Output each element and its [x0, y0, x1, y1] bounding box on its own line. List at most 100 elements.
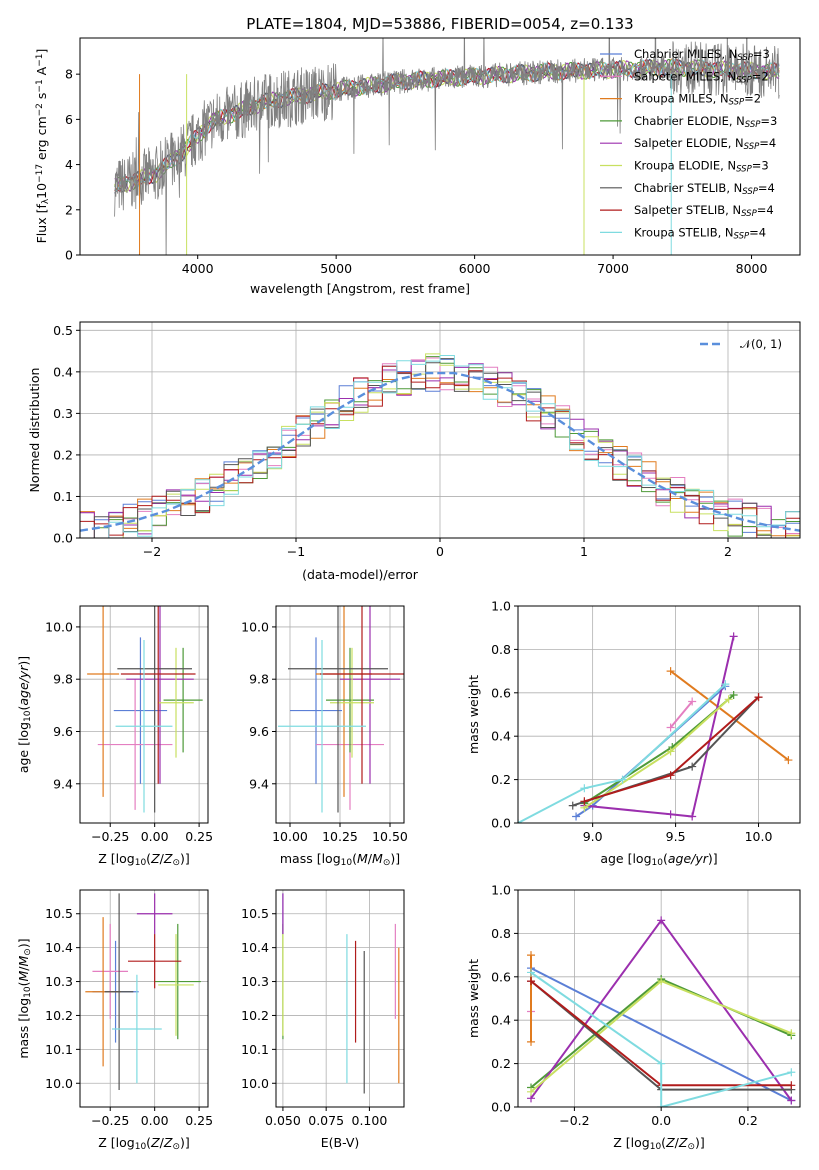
x-tick-label: −0.2 [559, 1113, 589, 1128]
plot-area-spectrum [114, 38, 780, 255]
weight-marker [568, 801, 577, 810]
y-tick-label: 10.0 [241, 619, 269, 634]
x-tick-label: 1 [580, 544, 588, 559]
weight-marker [729, 690, 738, 699]
x-tick-label: 0.00 [141, 829, 169, 844]
legend-label: Kroupa STELIB, NSSP=4 [634, 225, 766, 241]
axes-weight_vs_Z: −0.2 0.0 0.2 0.0 0.2 0.4 0.6 0.8 1.0 Z [log10(Z/Z… [466, 883, 801, 1152]
observed-spectrum-line [114, 38, 780, 255]
y-tick-label: 0.6 [491, 969, 511, 984]
y-tick-label: 0.6 [491, 685, 511, 700]
x-tick-label: −0.25 [91, 829, 129, 844]
y-tick-label: 1.0 [491, 883, 511, 898]
axes-spectrum: 4000 5000 6000 7000 8000 0 2 4 6 8 wavelength [Ang… [34, 37, 801, 296]
x-tick-label: 6000 [459, 261, 491, 276]
x-tick-label: 0.075 [308, 1113, 344, 1128]
x-tick-label: 0.25 [185, 829, 213, 844]
y-tick-label: 10.4 [45, 940, 73, 955]
weight-marker [787, 1029, 796, 1038]
weight-marker [666, 771, 675, 780]
weight-series-line [583, 694, 735, 805]
x-axis-label: mass [log10(M/M⊙)] [280, 851, 400, 868]
axes-frame [517, 605, 801, 824]
y-axis-label: mass weight [466, 675, 481, 754]
y-tick-label: 0.4 [491, 1013, 511, 1028]
y-tick-label: 10.0 [45, 1076, 73, 1091]
x-axis-label: (data-model)/error [302, 567, 419, 582]
x-tick-label: 8000 [736, 261, 768, 276]
weight-series-line [518, 683, 727, 823]
y-tick-label: 10.0 [241, 1076, 269, 1091]
weight-marker [724, 695, 733, 704]
x-tick-label: 0.00 [141, 1113, 169, 1128]
axes-frame [79, 605, 209, 824]
y-tick-label: 0.0 [491, 1100, 511, 1115]
y-axis-label: mass [log10(M/M⊙)] [16, 938, 33, 1058]
y-tick-label: 0.2 [53, 447, 73, 462]
y-tick-label: 10.2 [241, 1008, 269, 1023]
axes-weight_vs_age: 9.0 9.5 10.0 0.0 0.2 0.4 0.6 0.8 1.0 age [log10(a… [466, 599, 801, 868]
weight-marker [657, 916, 666, 925]
y-tick-label: 6 [65, 112, 73, 127]
weight-series-line [530, 971, 792, 1107]
x-axis-label: E(B-V) [321, 1135, 360, 1150]
x-axis-label: Z [log10(Z/Z⊙)] [98, 851, 190, 868]
legend-label: 𝒩(0, 1) [740, 337, 782, 351]
y-axis-label: Flux [fλ10−17 erg cm−2 s−1 A−1] [34, 49, 51, 244]
weight-marker [572, 812, 581, 821]
weight-marker [527, 977, 536, 986]
y-tick-label: 10.1 [45, 1042, 73, 1057]
x-axis-label: wavelength [Angstrom, rest frame] [250, 281, 470, 296]
y-tick-label: 10.3 [241, 974, 269, 989]
y-tick-label: 0.0 [491, 816, 511, 831]
y-tick-label: 9.8 [249, 672, 269, 687]
x-tick-label: 2 [724, 544, 732, 559]
x-axis-label: Z [log10(Z/Z⊙)] [613, 1135, 705, 1152]
x-tick-label: 10.25 [322, 829, 358, 844]
axes-mass_vs_ebv: 0.050 0.075 0.100 10.0 10.1 10.2 10.3 10.4 10.5 E… [241, 889, 405, 1150]
axes-frame [517, 889, 801, 1108]
weight-marker [721, 680, 730, 689]
x-tick-label: −1 [287, 544, 305, 559]
x-tick-label: 0 [436, 544, 444, 559]
plot-area-weight_vs_age [518, 632, 793, 823]
y-tick-label: 9.4 [249, 776, 269, 791]
plot-area-weight_vs_Z [527, 916, 796, 1107]
weight-marker [784, 756, 793, 765]
y-tick-label: 9.4 [53, 776, 73, 791]
weight-marker [787, 1081, 796, 1090]
weight-marker [754, 693, 763, 702]
y-tick-label: 8 [65, 67, 73, 82]
normal-reference-curve [80, 371, 800, 532]
legend-label: Salpeter MILES, NSSP=2 [634, 69, 769, 85]
weight-series-line [669, 700, 693, 729]
y-tick-label: 0 [65, 248, 73, 263]
y-tick-label: 10.0 [45, 619, 73, 634]
axes-age_vs_mass: 10.00 10.25 10.50 9.4 9.6 9.8 10.0 mass [log10(… [241, 605, 408, 868]
x-tick-label: 0.25 [185, 1113, 213, 1128]
y-tick-label: 2 [65, 202, 73, 217]
y-tick-label: 10.5 [241, 906, 269, 921]
weight-marker [787, 1096, 796, 1105]
weight-marker [729, 632, 738, 641]
y-tick-label: 9.6 [249, 724, 269, 739]
plot-area-residuals [80, 353, 800, 538]
weight-marker [618, 775, 627, 784]
y-tick-label: 10.3 [45, 974, 73, 989]
x-axis-label: Z [log10(Z/Z⊙)] [98, 1135, 190, 1152]
plots: 4000 5000 6000 7000 8000 0 2 4 6 8 wavelength [Ang… [16, 37, 801, 1152]
plot-area-mass_vs_ebv [282, 893, 400, 1094]
y-tick-label: 4 [65, 157, 73, 172]
weight-series-line [669, 670, 790, 761]
x-tick-label: 0.2 [738, 1113, 758, 1128]
residual-histogram [80, 355, 800, 538]
weight-marker [580, 797, 589, 806]
legend-label: Chabrier ELODIE, NSSP=3 [634, 114, 777, 130]
x-tick-label: −2 [143, 544, 161, 559]
x-tick-label: 10.0 [745, 829, 773, 844]
legend-label: Kroupa MILES, NSSP=2 [634, 92, 761, 108]
y-tick-label: 0.8 [491, 642, 511, 657]
plot-area-age_vs_Z [87, 606, 203, 813]
y-axis-label: age [log10(age/yr)] [16, 656, 33, 773]
